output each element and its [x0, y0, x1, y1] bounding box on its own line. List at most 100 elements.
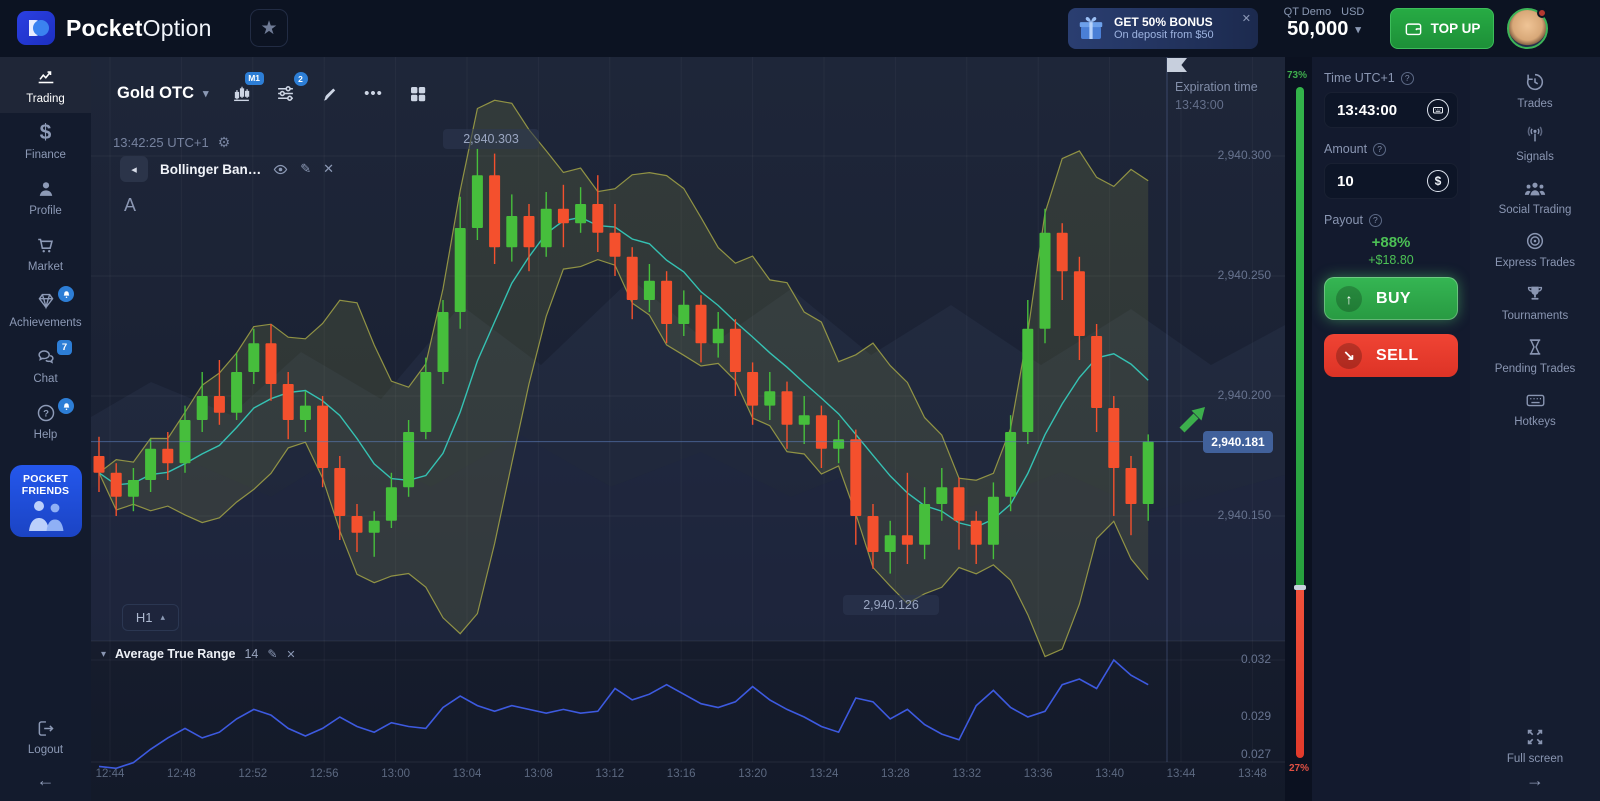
gear-icon[interactable]: ⚙	[217, 134, 231, 150]
brand-logo[interactable]: PocketOption	[16, 8, 212, 48]
buy-button[interactable]: ↑ BUY	[1324, 277, 1458, 320]
gift-icon	[1079, 16, 1103, 39]
sell-label: SELL	[1376, 346, 1419, 364]
expiration-time-input[interactable]: 13:43:00	[1324, 92, 1458, 128]
current-price-badge: 2,940.181	[1203, 431, 1273, 453]
drawing-tools-button[interactable]	[315, 79, 345, 109]
sidebar-item-chat[interactable]: 7 Chat	[0, 337, 91, 393]
more-tools-button[interactable]: •••	[359, 79, 389, 109]
bonus-close-icon[interactable]: ✕	[1241, 13, 1251, 25]
x-tick: 13:36	[1023, 768, 1053, 780]
amount-label: Amount	[1324, 142, 1368, 156]
sellers-percent: 27%	[1288, 763, 1309, 774]
chart-type-button[interactable]: M1	[227, 71, 264, 109]
remove-indicator-icon[interactable]: ✕	[323, 161, 335, 176]
sidebar-item-profile[interactable]: Profile	[0, 169, 91, 225]
sidebar-item-trading[interactable]: Trading	[0, 57, 91, 113]
sidebar-item-label: Market	[27, 261, 64, 273]
sidebar-item-trades[interactable]: Trades	[1487, 71, 1583, 111]
timeframe-selector[interactable]: H1 ▴	[122, 604, 179, 631]
brush-icon	[323, 88, 335, 100]
sidebar-item-finance[interactable]: $ Finance	[0, 113, 91, 169]
low-price-label: 2,940.126	[843, 595, 939, 615]
expiration-time: 13:43:00	[1175, 98, 1224, 112]
sidebar-item-label: Signals	[1516, 151, 1554, 163]
help-circle-icon[interactable]: ?	[1368, 213, 1382, 227]
expand-panel-arrow[interactable]: →	[1526, 770, 1544, 790]
sidebar-item-logout[interactable]: Logout	[0, 709, 91, 764]
timeframe-badge: M1	[244, 71, 264, 85]
annotation-letter: A	[124, 195, 137, 215]
sidebar-item-label: Hotkeys	[1514, 416, 1556, 428]
keyboard-icon[interactable]	[1427, 99, 1449, 121]
sidebar-item-hotkeys[interactable]: Hotkeys	[1487, 389, 1583, 429]
x-tick: 13:12	[595, 768, 625, 780]
x-tick: 13:04	[452, 768, 482, 780]
sell-button[interactable]: ↘ SELL	[1324, 334, 1458, 377]
x-tick: 13:28	[881, 768, 910, 780]
buy-label: BUY	[1376, 289, 1411, 307]
sidebar-item-label: Full screen	[1506, 753, 1564, 765]
top-up-button[interactable]: TOP UP	[1390, 8, 1494, 49]
bonus-banner[interactable]: GET 50% BONUS On deposit from $50 ✕	[1068, 8, 1258, 49]
layout-grid-button[interactable]	[403, 79, 433, 109]
asset-selector[interactable]: Gold OTC ▾	[113, 78, 213, 109]
arrow-up-icon: ↑	[1336, 285, 1362, 312]
hourglass-icon	[1529, 339, 1541, 355]
x-tick: 13:48	[1238, 768, 1267, 780]
high-price-label: 2,940.303	[443, 129, 539, 149]
sidebar-item-signals[interactable]: Signals	[1487, 124, 1583, 164]
sidebar-item-help[interactable]: ? Help	[0, 393, 91, 449]
pocket-friends-line2: FRIENDS	[21, 485, 70, 497]
clock-text: 13:42:25 UTC+1	[113, 135, 209, 150]
help-circle-icon[interactable]: ?	[1373, 142, 1387, 156]
x-tick: 13:40	[1095, 768, 1124, 780]
remove-indicator-icon[interactable]: ✕	[286, 648, 296, 661]
price-tick: 2,940.150	[1217, 508, 1271, 522]
x-tick: 13:20	[738, 768, 767, 780]
amount-input[interactable]: 10 $	[1324, 163, 1458, 199]
brand-wordmark: PocketOption	[66, 15, 212, 42]
chat-icon	[37, 350, 54, 364]
sidebar-item-achievements[interactable]: Achievements	[0, 281, 91, 337]
edit-pencil-icon[interactable]: ✎	[300, 161, 312, 176]
eye-icon[interactable]	[273, 162, 288, 177]
edit-pencil-icon[interactable]: ✎	[267, 647, 278, 661]
chevron-up-icon: ▴	[160, 612, 166, 622]
amount-value: 10	[1337, 172, 1354, 190]
sidebar-item-tournaments[interactable]: Tournaments	[1487, 283, 1583, 323]
sentiment-bar: 73% 27%	[1287, 57, 1312, 801]
currency-icon[interactable]: $	[1427, 170, 1449, 192]
payout-amount: +$18.80	[1368, 253, 1414, 267]
wallet-icon	[1405, 23, 1421, 36]
pocket-friends-banner[interactable]: POCKET FRIENDS	[9, 465, 82, 537]
trend-up-arrow-icon	[1179, 407, 1205, 433]
sidebar-item-market[interactable]: Market	[0, 225, 91, 281]
collapse-indicator-button[interactable]: ◂	[120, 156, 148, 182]
avatar[interactable]	[1507, 8, 1548, 49]
account-balance-dropdown[interactable]: QT Demo USD 50,000 ▾	[1272, 6, 1376, 41]
top-up-label: TOP UP	[1430, 21, 1481, 36]
sidebar-item-social-trading[interactable]: Social Trading	[1487, 177, 1583, 217]
dollar-icon: $	[39, 121, 52, 144]
chevron-down-icon[interactable]: ▾	[101, 648, 107, 660]
sidebar-item-express-trades[interactable]: Express Trades	[1487, 230, 1583, 270]
pocket-friends-line1: POCKET	[23, 473, 68, 485]
fullscreen-button[interactable]: Full screen	[1487, 726, 1583, 766]
collapse-sidebar-arrow[interactable]: ←	[36, 770, 55, 790]
candles-icon	[234, 86, 250, 102]
grid-icon	[410, 86, 425, 101]
indicators-button[interactable]: 2	[271, 71, 308, 109]
sidebar-item-pending-trades[interactable]: Pending Trades	[1487, 336, 1583, 376]
svg-text:?: ?	[43, 408, 49, 419]
bell-badge	[58, 398, 74, 414]
help-circle-icon[interactable]: ?	[1400, 71, 1414, 85]
chart-region[interactable]: Gold OTC ▾ M1 2	[91, 57, 1285, 801]
sliders-icon	[278, 86, 293, 101]
favorite-star-button[interactable]: ★	[250, 9, 288, 47]
topbar: PocketOption ★ GET 50% BONUS On deposit …	[0, 0, 1600, 57]
expiration-flag-icon	[1167, 58, 1187, 72]
expiration-label: Expiration time	[1175, 80, 1258, 94]
price-tick: 2,940.300	[1217, 148, 1271, 162]
account-type: QT Demo	[1283, 6, 1332, 18]
